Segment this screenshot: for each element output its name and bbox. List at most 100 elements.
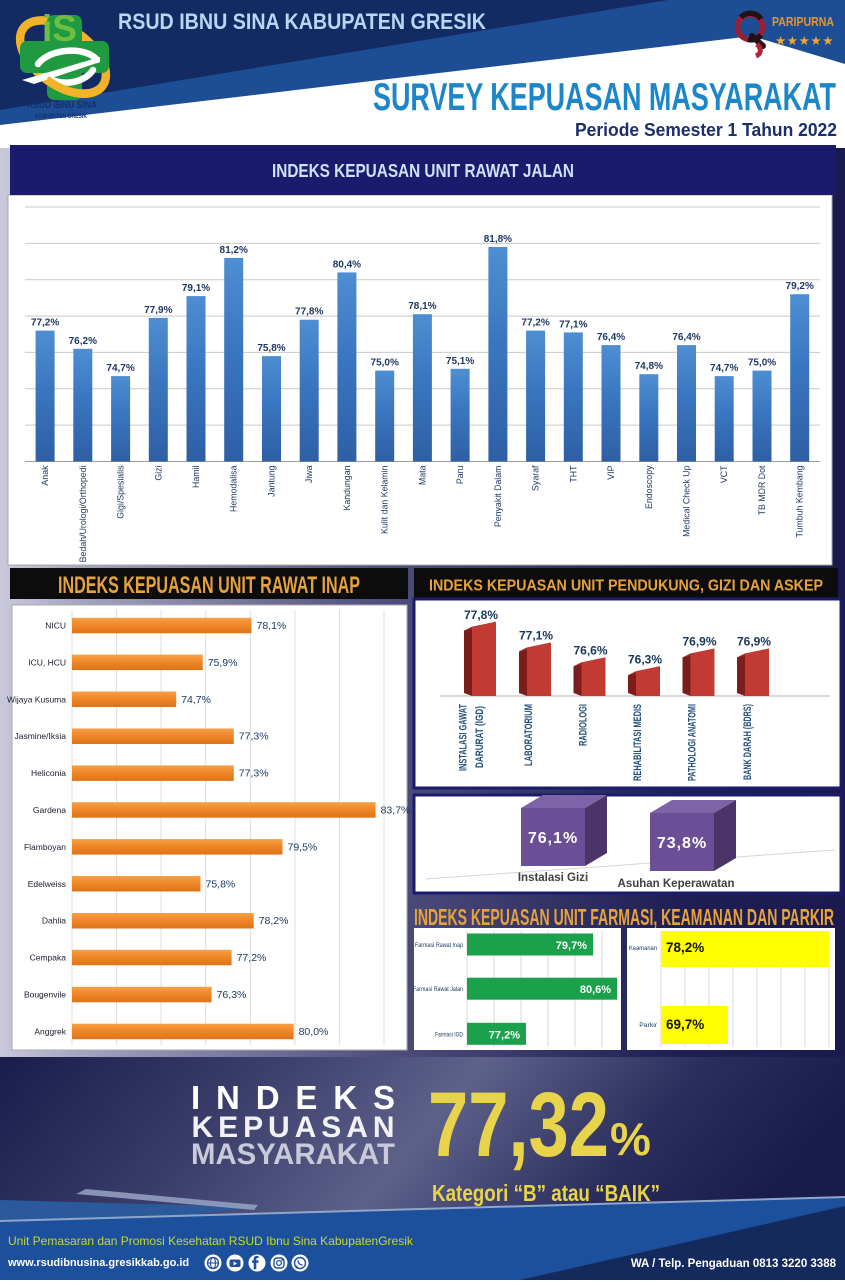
svg-text:Farmasi Rawat Jalan: Farmasi Rawat Jalan (413, 986, 463, 993)
svg-text:Dahlia: Dahlia (42, 916, 66, 926)
svg-text:Medical Check Up: Medical Check Up (682, 465, 692, 536)
svg-text:Paru: Paru (455, 465, 465, 484)
svg-text:Bedah/Urologi/Orthopedi: Bedah/Urologi/Orthopedi (78, 465, 88, 562)
svg-text:DARURAT (IGD): DARURAT (IGD) (474, 706, 486, 768)
svg-text:MASYARAKAT: MASYARAKAT (191, 1138, 395, 1171)
svg-text:ICU, HCU: ICU, HCU (28, 657, 66, 667)
svg-text:Gizi: Gizi (153, 465, 163, 480)
svg-text:Gigi/Spesialis: Gigi/Spesialis (116, 465, 126, 519)
svg-text:Periode Semester 1 Tahun 2022: Periode Semester 1 Tahun 2022 (575, 120, 837, 140)
svg-text:75,8%: 75,8% (257, 343, 285, 354)
svg-text:Mata: Mata (417, 465, 427, 485)
svg-text:★: ★ (799, 34, 810, 48)
svg-text:74,7%: 74,7% (710, 363, 738, 374)
svg-text:Penyakit Dalam: Penyakit Dalam (493, 466, 503, 528)
svg-text:Jasmine/Iksia: Jasmine/Iksia (15, 731, 67, 741)
svg-text:77,9%: 77,9% (144, 305, 172, 316)
svg-text:77,2%: 77,2% (31, 318, 59, 329)
svg-text:Edelweiss: Edelweiss (28, 879, 66, 889)
svg-text:Jiwa: Jiwa (304, 465, 314, 483)
svg-text:Tumbuh Kembang: Tumbuh Kembang (795, 465, 805, 537)
svg-text:VCT: VCT (719, 465, 729, 483)
svg-text:74,7%: 74,7% (181, 694, 211, 706)
svg-text:77,8%: 77,8% (464, 608, 498, 622)
svg-text:THT: THT (568, 465, 578, 483)
svg-text:Anak: Anak (40, 465, 50, 486)
svg-text:Anggrek: Anggrek (34, 1026, 66, 1036)
svg-text:Hamil: Hamil (191, 465, 201, 488)
svg-text:Flamboyan: Flamboyan (24, 842, 66, 852)
svg-text:77,2%: 77,2% (237, 952, 267, 964)
svg-text:WA / Telp. Pengaduan 0813 3220: WA / Telp. Pengaduan 0813 3220 3388 (631, 1258, 837, 1270)
svg-text:Farmasi IGD: Farmasi IGD (435, 1031, 463, 1038)
svg-text:77,1%: 77,1% (559, 319, 587, 330)
svg-text:76,3%: 76,3% (217, 989, 247, 1001)
svg-text:75,8%: 75,8% (206, 878, 236, 890)
svg-text:76,1%: 76,1% (528, 830, 578, 847)
svg-text:75,9%: 75,9% (208, 657, 238, 669)
svg-text:Endoscopy: Endoscopy (644, 465, 654, 509)
svg-text:INSTALASI GAWAT: INSTALASI GAWAT (458, 704, 470, 771)
svg-text:VIP: VIP (606, 465, 616, 479)
svg-text:76,6%: 76,6% (573, 643, 607, 657)
svg-text:★: ★ (822, 34, 833, 48)
svg-text:www.rsudibnusina.gresikkab.go.: www.rsudibnusina.gresikkab.go.id (7, 1257, 189, 1269)
svg-text:Kandungan: Kandungan (342, 465, 352, 510)
svg-text:BANK DARAH (BDRS): BANK DARAH (BDRS) (742, 704, 754, 780)
svg-text:81,8%: 81,8% (484, 234, 512, 245)
svg-text:Keamanan: Keamanan (629, 945, 657, 952)
svg-text:78,1%: 78,1% (257, 620, 287, 632)
svg-text:76,9%: 76,9% (737, 635, 771, 649)
svg-text:RADIOLOGI: RADIOLOGI (578, 704, 590, 746)
svg-text:79,7%: 79,7% (556, 940, 587, 952)
svg-text:79,2%: 79,2% (786, 281, 814, 292)
svg-text:76,4%: 76,4% (597, 332, 625, 343)
svg-text:76,2%: 76,2% (69, 336, 97, 347)
svg-text:77,1%: 77,1% (519, 629, 553, 643)
svg-text:80,6%: 80,6% (580, 984, 611, 996)
svg-text:PARIPURNA: PARIPURNA (772, 15, 834, 29)
svg-text:INDEKS KEPUASAN UNIT FARMASI,: INDEKS KEPUASAN UNIT FARMASI, KEAMANAN D… (414, 904, 834, 930)
svg-text:79,5%: 79,5% (288, 841, 318, 853)
svg-text:75,0%: 75,0% (371, 358, 399, 369)
svg-text:★: ★ (810, 34, 821, 48)
svg-text:Unit Pemasaran dan Promosi Kes: Unit Pemasaran dan Promosi Kesehatan RSU… (8, 1234, 414, 1248)
svg-text:Syaraf: Syaraf (531, 465, 541, 491)
svg-text:Instalasi Gizi: Instalasi Gizi (518, 872, 588, 884)
svg-text:SURVEY KEPUASAN MASYARAKAT: SURVEY KEPUASAN MASYARAKAT (373, 76, 836, 119)
svg-text:Cempaka: Cempaka (30, 953, 67, 963)
svg-text:76,9%: 76,9% (682, 635, 716, 649)
svg-text:iS: iS (42, 8, 77, 49)
svg-text:77,3%: 77,3% (239, 731, 269, 743)
svg-text:81,2%: 81,2% (220, 245, 248, 256)
svg-text:RSUD IBNU SINA KABUPATEN GRESI: RSUD IBNU SINA KABUPATEN GRESIK (118, 9, 486, 34)
svg-text:77,2%: 77,2% (521, 318, 549, 329)
svg-text:75,1%: 75,1% (446, 356, 474, 367)
svg-text:79,1%: 79,1% (182, 283, 210, 294)
svg-text:RSUD IBNU SINA: RSUD IBNU SINA (27, 100, 97, 111)
svg-text:77,2%: 77,2% (489, 1029, 520, 1041)
svg-text:Asuhan Keperawatan: Asuhan Keperawatan (618, 878, 735, 890)
svg-text:Hemodalisa: Hemodalisa (229, 465, 239, 512)
svg-text:77,32: 77,32 (428, 1074, 609, 1176)
svg-text:★: ★ (787, 34, 798, 48)
svg-text:78,1%: 78,1% (408, 301, 436, 312)
svg-text:REHABILITASI MEDIS: REHABILITASI MEDIS (632, 704, 644, 781)
svg-text:Wijaya Kusuma: Wijaya Kusuma (7, 694, 66, 704)
svg-text:76,3%: 76,3% (628, 652, 662, 666)
svg-text:Parkir: Parkir (639, 1022, 657, 1029)
svg-text:78,2%: 78,2% (259, 915, 289, 927)
svg-text:%: % (610, 1113, 651, 1165)
svg-text:PATHOLOGI ANATOMI: PATHOLOGI ANATOMI (687, 704, 699, 781)
svg-text:83,7%: 83,7% (381, 805, 411, 817)
svg-text:77,8%: 77,8% (295, 307, 323, 318)
svg-text:Bougenvile: Bougenvile (24, 990, 66, 1000)
svg-text:Kulit dan Kelamin: Kulit dan Kelamin (380, 465, 390, 534)
svg-text:Gardena: Gardena (33, 805, 66, 815)
svg-text:Farmasi Rawat Inap: Farmasi Rawat Inap (415, 942, 463, 949)
svg-text:78,2%: 78,2% (666, 940, 704, 955)
svg-text:INDEKS KEPUASAN UNIT RAWAT INA: INDEKS KEPUASAN UNIT RAWAT INAP (58, 572, 360, 599)
svg-text:77,3%: 77,3% (239, 768, 269, 780)
svg-text:★: ★ (775, 34, 786, 48)
svg-text:INDEKS KEPUASAN UNIT RAWAT JAL: INDEKS KEPUASAN UNIT RAWAT JALAN (272, 161, 574, 181)
